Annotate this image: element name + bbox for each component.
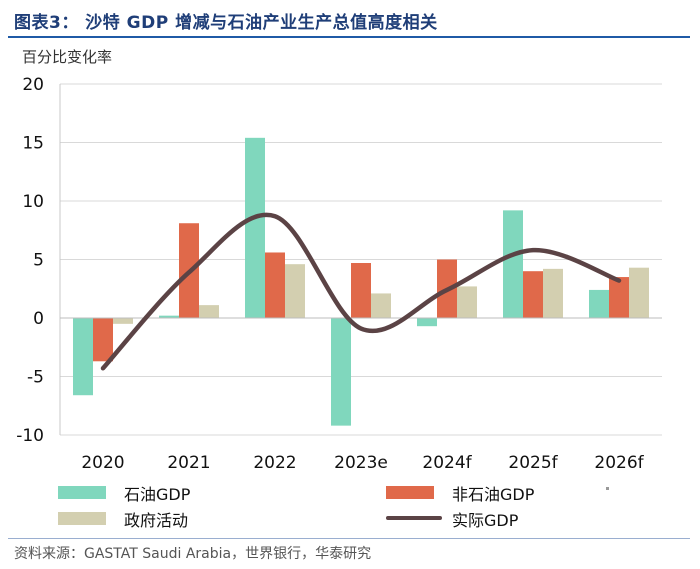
y-tick-label: -10 <box>16 426 44 446</box>
y-axis-unit-label: 百分比变化率 <box>22 48 113 66</box>
bar-non-oil <box>523 271 543 318</box>
legend-label-real-gdp: 实际GDP <box>452 511 519 530</box>
bar-non-oil <box>351 263 371 318</box>
bar-oil <box>589 289 609 318</box>
x-tick-label: 2021 <box>167 453 210 473</box>
bar-oil <box>159 315 179 318</box>
bar-government <box>543 268 563 318</box>
y-tick-label: 0 <box>33 309 44 329</box>
bar-oil <box>331 318 351 426</box>
legend-swatch-oil <box>58 486 106 499</box>
y-tick-label: 15 <box>22 134 44 154</box>
bar-oil <box>503 210 523 318</box>
legend-label-oil: 石油GDP <box>124 485 191 504</box>
x-tick-label: 2020 <box>81 453 124 473</box>
bar-government <box>629 267 649 318</box>
legend-label-non-oil: 非石油GDP <box>452 485 535 504</box>
source-divider <box>8 538 690 539</box>
source-note: 资料来源：GASTAT Saudi Arabia，世界银行，华泰研究 <box>14 546 372 562</box>
legend-swatch-real-gdp <box>386 516 442 520</box>
legend-label-government: 政府活动 <box>124 511 189 530</box>
bar-non-oil <box>265 252 285 318</box>
y-tick-label: 5 <box>33 251 44 271</box>
bar-government <box>199 305 219 318</box>
page-title: 图表3： 沙特 GDP 增减与石油产业生产总值高度相关 <box>14 13 438 33</box>
chart: 20 15 10 5 0 -5 -10 2020 2021 2022 2023e 2024f 2025f… <box>16 75 662 473</box>
bar-non-oil <box>93 318 113 362</box>
bar-government <box>457 286 477 318</box>
decorative-dot <box>606 487 609 490</box>
title-divider <box>8 36 690 38</box>
legend-swatch-non-oil <box>386 486 434 499</box>
bar-government <box>371 293 391 318</box>
y-tick-label: 10 <box>22 192 44 212</box>
x-tick-label: 2025f <box>508 453 558 473</box>
x-tick-label: 2026f <box>594 453 644 473</box>
y-tick-label: -5 <box>27 368 44 388</box>
x-tick-label: 2024f <box>422 453 472 473</box>
bar-oil <box>73 318 93 396</box>
bar-government <box>285 264 305 318</box>
bar-government <box>113 318 133 324</box>
legend-swatch-government <box>58 512 106 525</box>
bar-non-oil <box>609 277 629 318</box>
bar-oil <box>245 137 265 318</box>
bar-oil <box>417 318 437 327</box>
x-tick-label: 2022 <box>253 453 296 473</box>
y-tick-label: 20 <box>22 75 44 95</box>
x-tick-label: 2023e <box>334 453 388 473</box>
